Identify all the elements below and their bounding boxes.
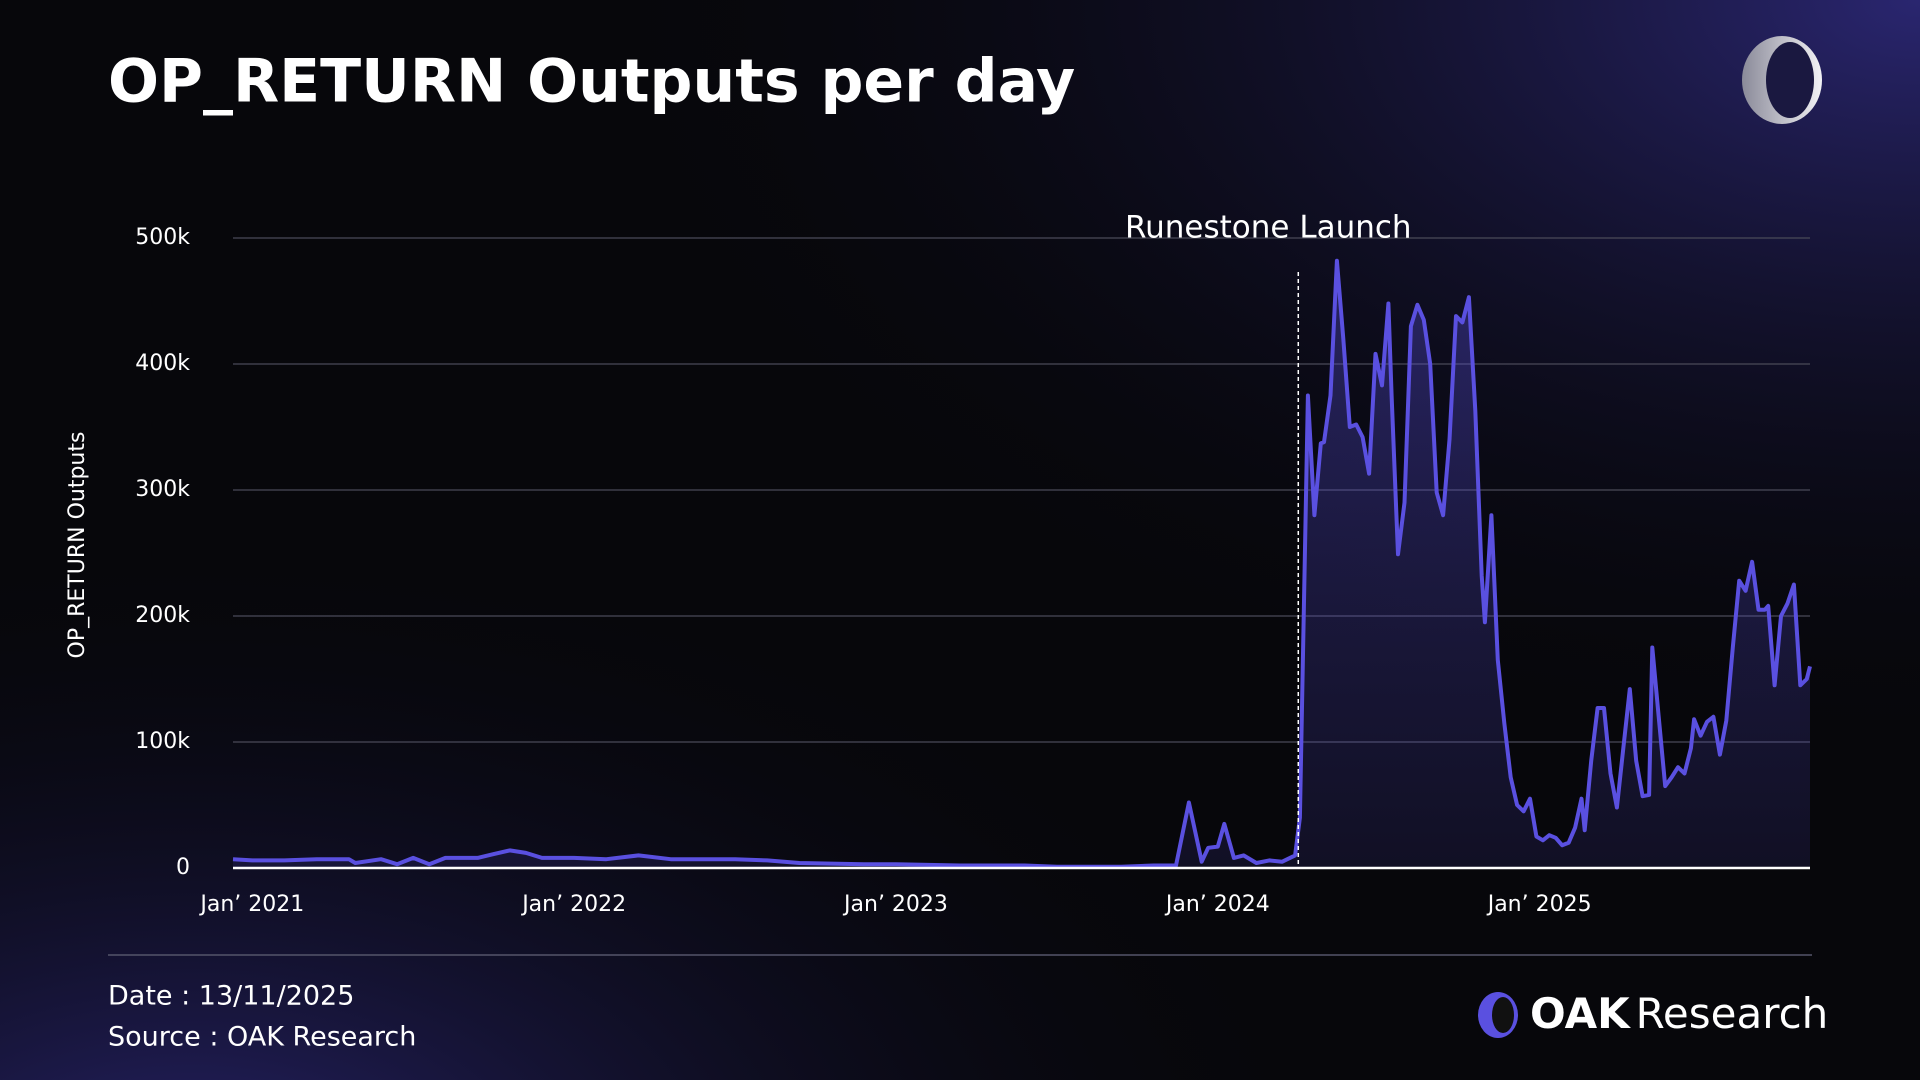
x-tick-label: Jan’ 2023 [842, 892, 948, 917]
y-axis-label: OP_RETURN Outputs [65, 432, 90, 659]
x-tick-label: Jan’ 2025 [1486, 892, 1592, 917]
y-tick-label: 200k [135, 603, 190, 628]
footer-source: Source : OAK Research [108, 1022, 416, 1053]
y-tick-label: 100k [135, 729, 190, 754]
x-tick-label: Jan’ 2024 [1164, 892, 1270, 917]
y-tick-label: 400k [135, 351, 190, 376]
brand-regular: Research [1636, 989, 1829, 1038]
x-tick-label: Jan’ 2021 [198, 892, 304, 917]
logo-icon [1742, 36, 1822, 124]
brand-bold: OAK [1530, 989, 1631, 1038]
x-tick-label: Jan’ 2022 [520, 892, 626, 917]
brand-logo: OAK Research [1478, 989, 1828, 1038]
brand-text: OAK Research [1530, 989, 1828, 1038]
annotation-text: Runestone Launch [1125, 210, 1412, 246]
y-tick-label: 300k [135, 477, 190, 502]
footer-date: Date : 13/11/2025 [108, 981, 354, 1012]
chart-title: OP_RETURN Outputs per day [108, 47, 1075, 117]
line [232, 258, 1812, 869]
area [233, 260, 1810, 868]
y-tick-label: 0 [176, 855, 190, 880]
y-tick-label: 500k [135, 225, 190, 250]
